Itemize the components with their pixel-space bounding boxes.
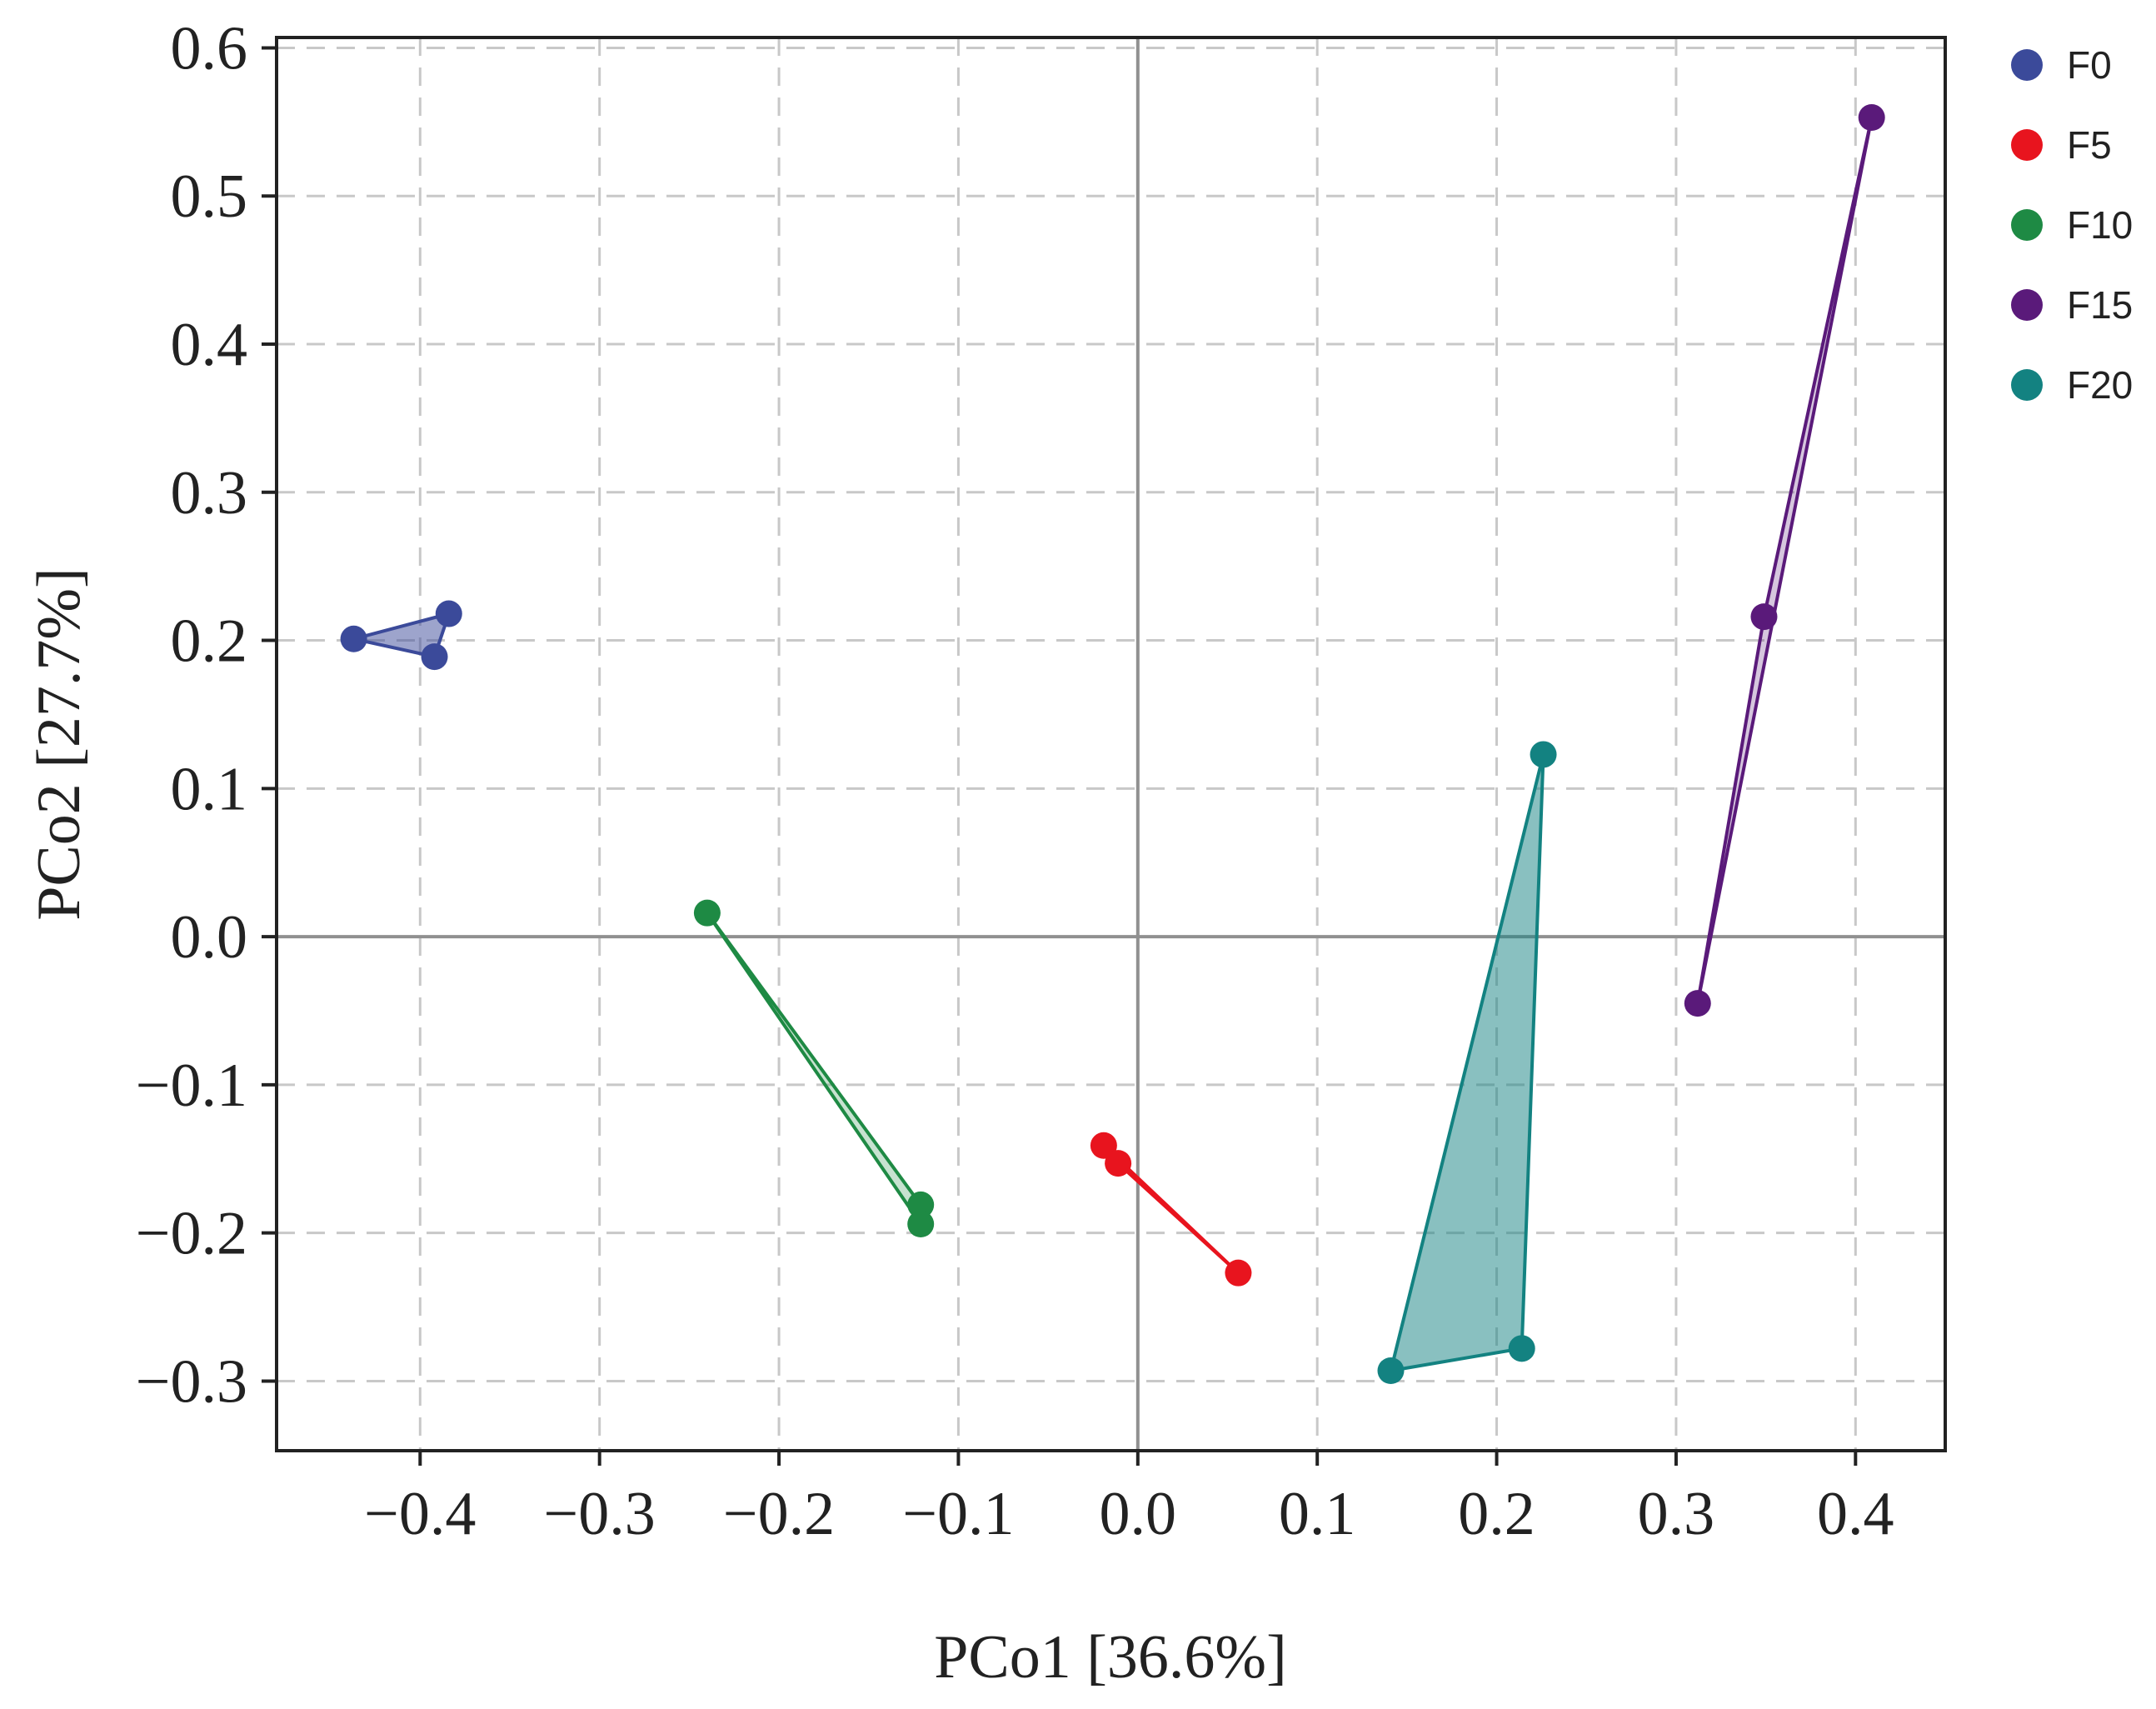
zero-lines: [277, 37, 1945, 1451]
y-tick-label: 0.1: [171, 755, 248, 823]
point-f15: [1750, 603, 1778, 631]
x-tick-label: −0.3: [544, 1480, 656, 1548]
hull-layer: [352, 116, 1874, 1372]
point-f10: [907, 1211, 935, 1237]
hull-f15: [1695, 116, 1874, 1006]
legend-label-f0: F0: [2067, 43, 2112, 87]
point-f0: [340, 625, 367, 652]
point-f5: [1090, 1132, 1117, 1159]
point-f20: [1530, 741, 1557, 768]
point-f0: [435, 600, 462, 627]
y-tick-label: −0.2: [136, 1200, 247, 1268]
y-tick-label: −0.1: [136, 1052, 247, 1120]
plot-frame: [275, 36, 1947, 1452]
grid-layer: [277, 37, 1945, 1451]
legend: F0 F5 F10 F15 F20: [2011, 43, 2133, 407]
y-tick-label: 0.4: [171, 311, 248, 379]
y-tick-label: 0.6: [171, 14, 248, 82]
legend-marker-f10: [2011, 209, 2043, 241]
point-f15: [1858, 104, 1885, 131]
legend-marker-f20: [2011, 369, 2043, 401]
legend-marker-f15: [2011, 289, 2043, 321]
y-tick-label: 0.2: [171, 607, 248, 676]
hull-f0: [352, 612, 451, 659]
point-layer: [340, 104, 1885, 1384]
point-f5: [1105, 1150, 1132, 1177]
x-tick-label: 0.3: [1638, 1480, 1715, 1548]
point-f0: [421, 643, 448, 671]
hull-f20: [1389, 752, 1545, 1372]
point-f10: [907, 1191, 935, 1218]
point-f15: [1684, 990, 1711, 1017]
legend-label-f20: F20: [2067, 363, 2133, 407]
point-f20: [1377, 1357, 1405, 1384]
y-tick-label: −0.3: [136, 1347, 247, 1416]
point-f5: [1225, 1259, 1252, 1287]
y-tick-label: 0.3: [171, 459, 248, 527]
y-tick-label: 0.5: [171, 162, 248, 231]
hull-f10: [705, 911, 923, 1226]
y-axis-title: PCo2 [27.7%]: [25, 567, 93, 920]
point-f10: [693, 899, 721, 927]
x-tick-label: 0.1: [1279, 1480, 1356, 1548]
x-tick-label: 0.2: [1458, 1480, 1535, 1548]
legend-label-f15: F15: [2067, 283, 2133, 327]
legend-marker-f0: [2011, 49, 2043, 81]
legend-label-f10: F10: [2067, 203, 2133, 247]
tick-layer: −0.4 −0.3 −0.2 −0.1 0.0 0.1 0.2 0.3 0.4−0.3−0.2−…: [136, 14, 1894, 1548]
x-tick-label: 0.4: [1817, 1480, 1894, 1548]
y-tick-label: 0.0: [171, 903, 248, 972]
legend-label-f5: F5: [2067, 123, 2112, 167]
x-tick-label: −0.2: [723, 1480, 835, 1548]
x-tick-label: −0.1: [902, 1480, 1014, 1548]
x-tick-label: −0.4: [364, 1480, 476, 1548]
x-tick-label: 0.0: [1100, 1480, 1177, 1548]
point-f20: [1508, 1335, 1535, 1362]
x-axis-title: PCo1 [36.6%]: [934, 1623, 1286, 1692]
legend-marker-f5: [2011, 129, 2043, 161]
